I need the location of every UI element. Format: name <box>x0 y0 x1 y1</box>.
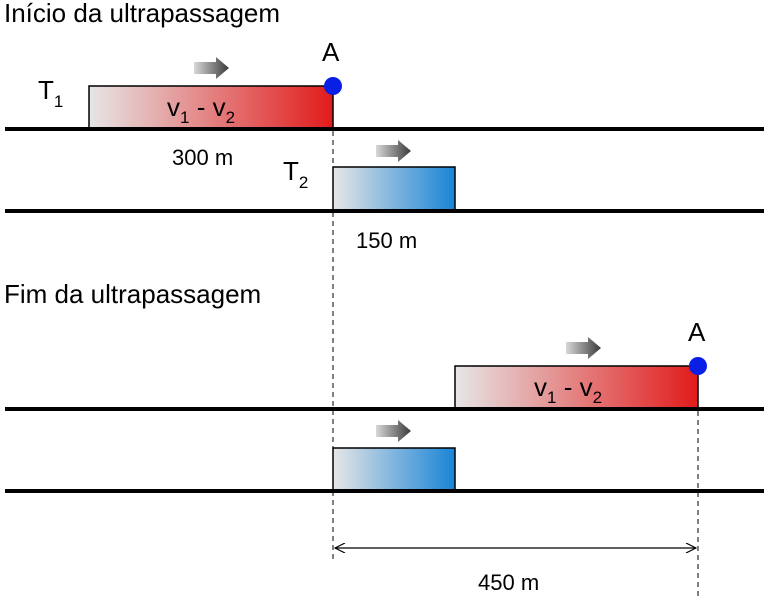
heading-start: Início da ultrapassagem <box>4 0 280 28</box>
train-1-label: T1 <box>38 75 63 111</box>
train-2-label: T2 <box>283 156 308 192</box>
train-1-end <box>454 365 699 410</box>
relative-velocity-label-start: v1 - v2 <box>167 92 235 127</box>
train-2-length: 150 m <box>356 228 417 253</box>
distance-label: 450 m <box>478 570 539 595</box>
direction-arrow-icon <box>376 140 411 162</box>
heading-end: Fim da ultrapassagem <box>4 279 261 309</box>
point-a-start <box>324 77 342 95</box>
point-a-label-end: A <box>688 317 706 347</box>
train-2-start <box>332 166 456 212</box>
direction-arrow-icon <box>194 57 229 79</box>
direction-arrow-icon <box>376 420 411 442</box>
point-a-label-start: A <box>322 37 340 67</box>
point-a-end <box>689 357 707 375</box>
direction-arrow-icon <box>566 337 601 359</box>
train-2-end <box>332 447 456 492</box>
train-1-length: 300 m <box>172 145 233 170</box>
relative-velocity-label-end: v1 - v2 <box>534 372 602 407</box>
